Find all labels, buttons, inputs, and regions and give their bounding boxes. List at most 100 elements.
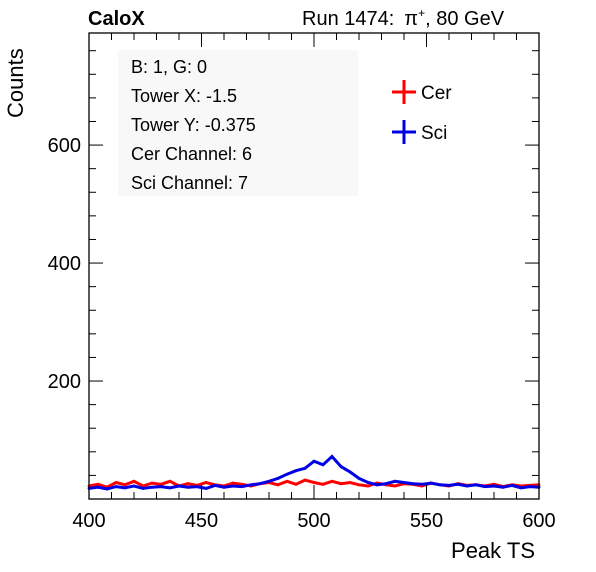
data-point-sci [492,484,496,488]
x-tick-label: 550 [410,510,443,532]
data-point-sci [204,486,208,490]
data-point-sci [402,481,406,484]
data-point-sci [132,484,136,488]
data-point-sci [249,483,253,487]
plot-area: 400 450 500 550 600 200 400 600 [48,32,556,532]
data-point-sci [357,476,361,480]
data-point-sci [159,485,163,489]
y-tick-label: 400 [48,253,81,275]
data-point-sci [393,479,397,483]
data-point-sci [114,485,118,489]
data-point-sci [447,484,451,487]
data-point-sci [168,486,172,490]
legend: Cer Sci [392,80,452,144]
data-point-sci [321,463,325,467]
stats-line-tower-x: Tower X: -1.5 [131,86,237,106]
data-point-sci [150,485,154,489]
data-point-cer [114,481,118,484]
data-point-sci [123,486,127,490]
legend-label-sci: Sci [421,123,447,144]
legend-marker-cer [392,80,416,104]
stats-line-board: B: 1, G: 0 [131,57,207,77]
legend-marker-sci [392,120,416,144]
x-tick-label: 600 [522,510,555,532]
data-point-sci [366,481,370,484]
data-point-cer [339,482,343,486]
data-point-sci [483,485,487,489]
data-point-cer [150,481,154,485]
data-point-cer [123,483,127,487]
y-axis-title: Counts [3,48,28,118]
stats-line-sci-channel: Sci Channel: 7 [131,173,248,193]
data-point-cer [159,482,163,486]
stats-box [118,50,358,196]
data-point-sci [96,485,100,489]
data-point-sci [501,485,505,489]
data-point-sci [105,487,109,491]
data-point-sci [177,484,181,488]
data-point-sci [186,485,190,489]
data-point-sci [339,465,343,468]
data-point-sci [384,482,388,486]
data-point-cer [348,481,352,484]
data-point-sci [231,484,235,488]
data-point-sci [258,482,262,486]
y-tick-label: 600 [48,135,81,157]
data-point-sci [456,482,460,486]
data-point-sci [285,472,289,476]
data-point-sci [528,485,532,489]
data-point-sci [375,483,379,487]
energy-label: , 80 GeV [425,8,505,30]
data-point-sci [240,485,244,489]
data-point-sci [429,481,433,485]
experiment-label: CaloX [88,8,145,30]
legend-label-cer: Cer [421,83,452,104]
data-point-cer [366,484,370,488]
data-point-cer [312,481,316,484]
x-tick-label: 400 [72,510,105,532]
data-point-cer [357,483,361,487]
data-point-sci [276,476,280,480]
data-point-cer [321,482,325,486]
data-point-sci [519,486,523,490]
data-point-cer [330,479,334,483]
data-point-sci [213,484,217,487]
data-point-sci [303,466,307,470]
y-tick-label: 200 [48,371,81,393]
data-point-cer [285,479,289,483]
data-point-sci [474,483,478,487]
x-tick-label: 450 [185,510,218,532]
data-point-sci [222,485,226,489]
particle-charge: + [418,6,425,20]
data-point-cer [303,478,307,482]
data-point-cer [231,481,235,485]
data-point-cer [168,479,172,483]
data-point-cer [294,482,298,486]
data-point-cer [186,482,190,486]
particle-symbol: π [404,8,418,30]
data-point-cer [132,479,136,483]
x-axis-title: Peak TS [451,538,535,563]
run-prefix: Run 1474: [302,8,394,30]
data-point-sci [330,455,334,458]
data-point-cer [393,484,397,488]
data-point-sci [312,459,316,463]
data-point-sci [267,479,271,483]
run-label: Run 1474: π+, 80 GeV [302,6,505,30]
data-point-sci [195,485,199,489]
data-point-sci [348,470,352,474]
data-point-sci [420,482,424,486]
data-point-cer [276,483,280,487]
stats-line-tower-y: Tower Y: -0.375 [131,115,256,135]
data-point-sci [294,469,298,473]
x-tick-label: 500 [297,510,330,532]
data-point-sci [438,483,442,487]
data-point-sci [510,484,514,487]
data-point-sci [141,486,145,490]
data-point-cer [204,481,208,484]
stats-line-cer-channel: Cer Channel: 6 [131,144,252,164]
data-point-sci [465,484,469,488]
data-point-cer [96,482,100,486]
data-point-sci [411,482,415,486]
